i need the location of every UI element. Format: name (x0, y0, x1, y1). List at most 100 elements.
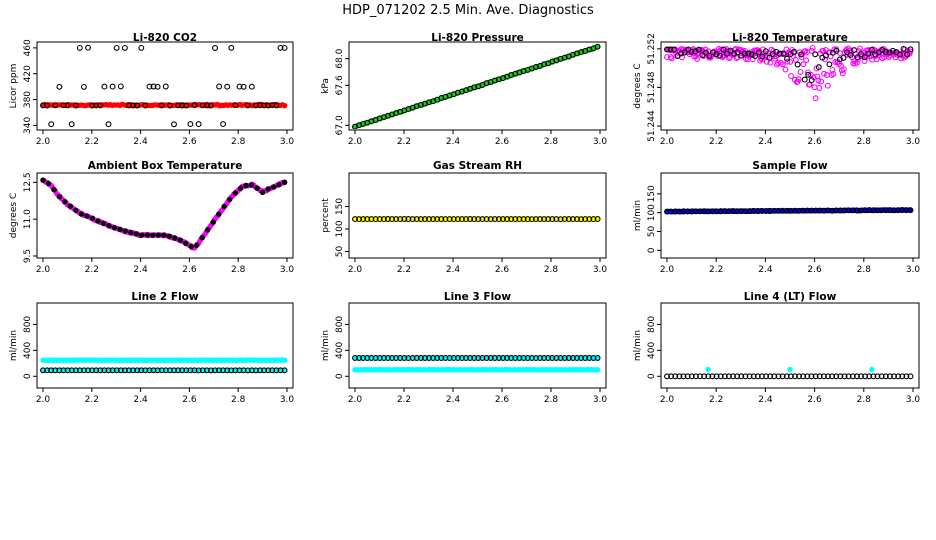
point-black (259, 189, 266, 196)
point-black (248, 367, 255, 374)
point-black (889, 47, 896, 54)
panel-title: Line 2 Flow (131, 291, 198, 303)
point-black (702, 49, 709, 56)
point-black (64, 367, 71, 374)
point-black (557, 216, 564, 223)
x-tick-label: 2.0 (36, 395, 51, 405)
point-black (738, 373, 745, 380)
point-black (265, 102, 272, 109)
point-black (97, 102, 104, 109)
point-black (713, 51, 720, 58)
point-black (837, 373, 844, 380)
point-black (446, 355, 453, 361)
point-black (520, 355, 527, 361)
point-black (73, 207, 79, 214)
point-colored (818, 78, 825, 85)
point-black (265, 367, 272, 374)
x-tick-label: 2.8 (857, 395, 872, 405)
point-black (243, 182, 249, 189)
data-points (352, 216, 601, 223)
point-black (826, 61, 833, 68)
point-black (754, 208, 761, 214)
point-colored (797, 68, 804, 75)
point-black (203, 367, 210, 374)
point-black (847, 52, 854, 59)
point-black (758, 207, 765, 214)
point-black (138, 44, 145, 51)
point-black (524, 216, 531, 223)
point-black (822, 52, 829, 59)
point-black (796, 207, 803, 214)
point-black (130, 102, 137, 109)
point-black (849, 207, 856, 214)
point-black (467, 216, 474, 222)
y-tick-label: 9.5 (23, 249, 33, 263)
point-black (146, 367, 153, 374)
y-tick-label: 380 (23, 91, 33, 108)
point-black (134, 367, 141, 374)
point-black (833, 207, 840, 214)
point-black (64, 102, 71, 109)
x-tick-label: 3.0 (593, 137, 608, 147)
x-tick-label: 2.0 (348, 265, 363, 275)
x-tick-label: 2.6 (807, 137, 822, 147)
point-black (734, 49, 741, 56)
x-tick-label: 2.2 (85, 265, 99, 275)
point-black (705, 208, 712, 215)
point-black (907, 207, 914, 214)
point-black (716, 52, 723, 59)
point-black (866, 373, 873, 380)
point-black (895, 207, 902, 214)
point-black (582, 355, 589, 361)
y-tick-label: 150 (647, 185, 657, 202)
point-black (840, 54, 847, 61)
point-colored (782, 66, 789, 73)
point-black (724, 50, 730, 57)
point-black (207, 367, 214, 374)
point-black (833, 47, 840, 54)
y-tick-label: 460 (23, 39, 33, 56)
point-black (109, 83, 116, 90)
panel-ambient: Ambient Box Temperature 2.0 2.2 2.4 2.6 2.8 3.… (9, 160, 294, 275)
point-black (397, 355, 404, 361)
point-black (801, 76, 808, 83)
point-colored (856, 45, 863, 52)
point-black (150, 83, 157, 90)
point-black (95, 218, 101, 224)
point-black (463, 216, 469, 223)
point-black (80, 83, 87, 90)
point-black (138, 367, 145, 374)
point-black (117, 226, 123, 233)
point-black (874, 373, 881, 380)
point-black (557, 355, 564, 361)
point-black (491, 216, 498, 223)
point-black (60, 102, 67, 109)
point-black (487, 216, 494, 223)
data-points (352, 355, 601, 373)
point-black (730, 207, 736, 214)
point-colored (808, 47, 815, 54)
y-tick-label: 50 (647, 226, 657, 238)
point-black (84, 213, 90, 219)
point-black (891, 207, 897, 214)
point-black (829, 207, 836, 214)
point-black (858, 207, 864, 214)
x-tick-label: 3.0 (280, 137, 295, 147)
point-black (438, 355, 445, 361)
point-black (227, 196, 233, 203)
point-black (808, 373, 815, 380)
point-black (133, 231, 140, 237)
point-black (688, 208, 695, 215)
point-black (713, 373, 720, 380)
point-black (763, 208, 770, 215)
x-tick-label: 2.4 (758, 265, 773, 275)
point-black (812, 51, 819, 58)
point-black (68, 367, 75, 374)
point-black (207, 102, 214, 109)
point-black (393, 216, 400, 223)
y-tick-label: 150 (335, 198, 345, 215)
point-cyan (787, 366, 793, 373)
point-black (695, 46, 702, 53)
point-black (553, 216, 560, 223)
point-black (697, 208, 703, 215)
